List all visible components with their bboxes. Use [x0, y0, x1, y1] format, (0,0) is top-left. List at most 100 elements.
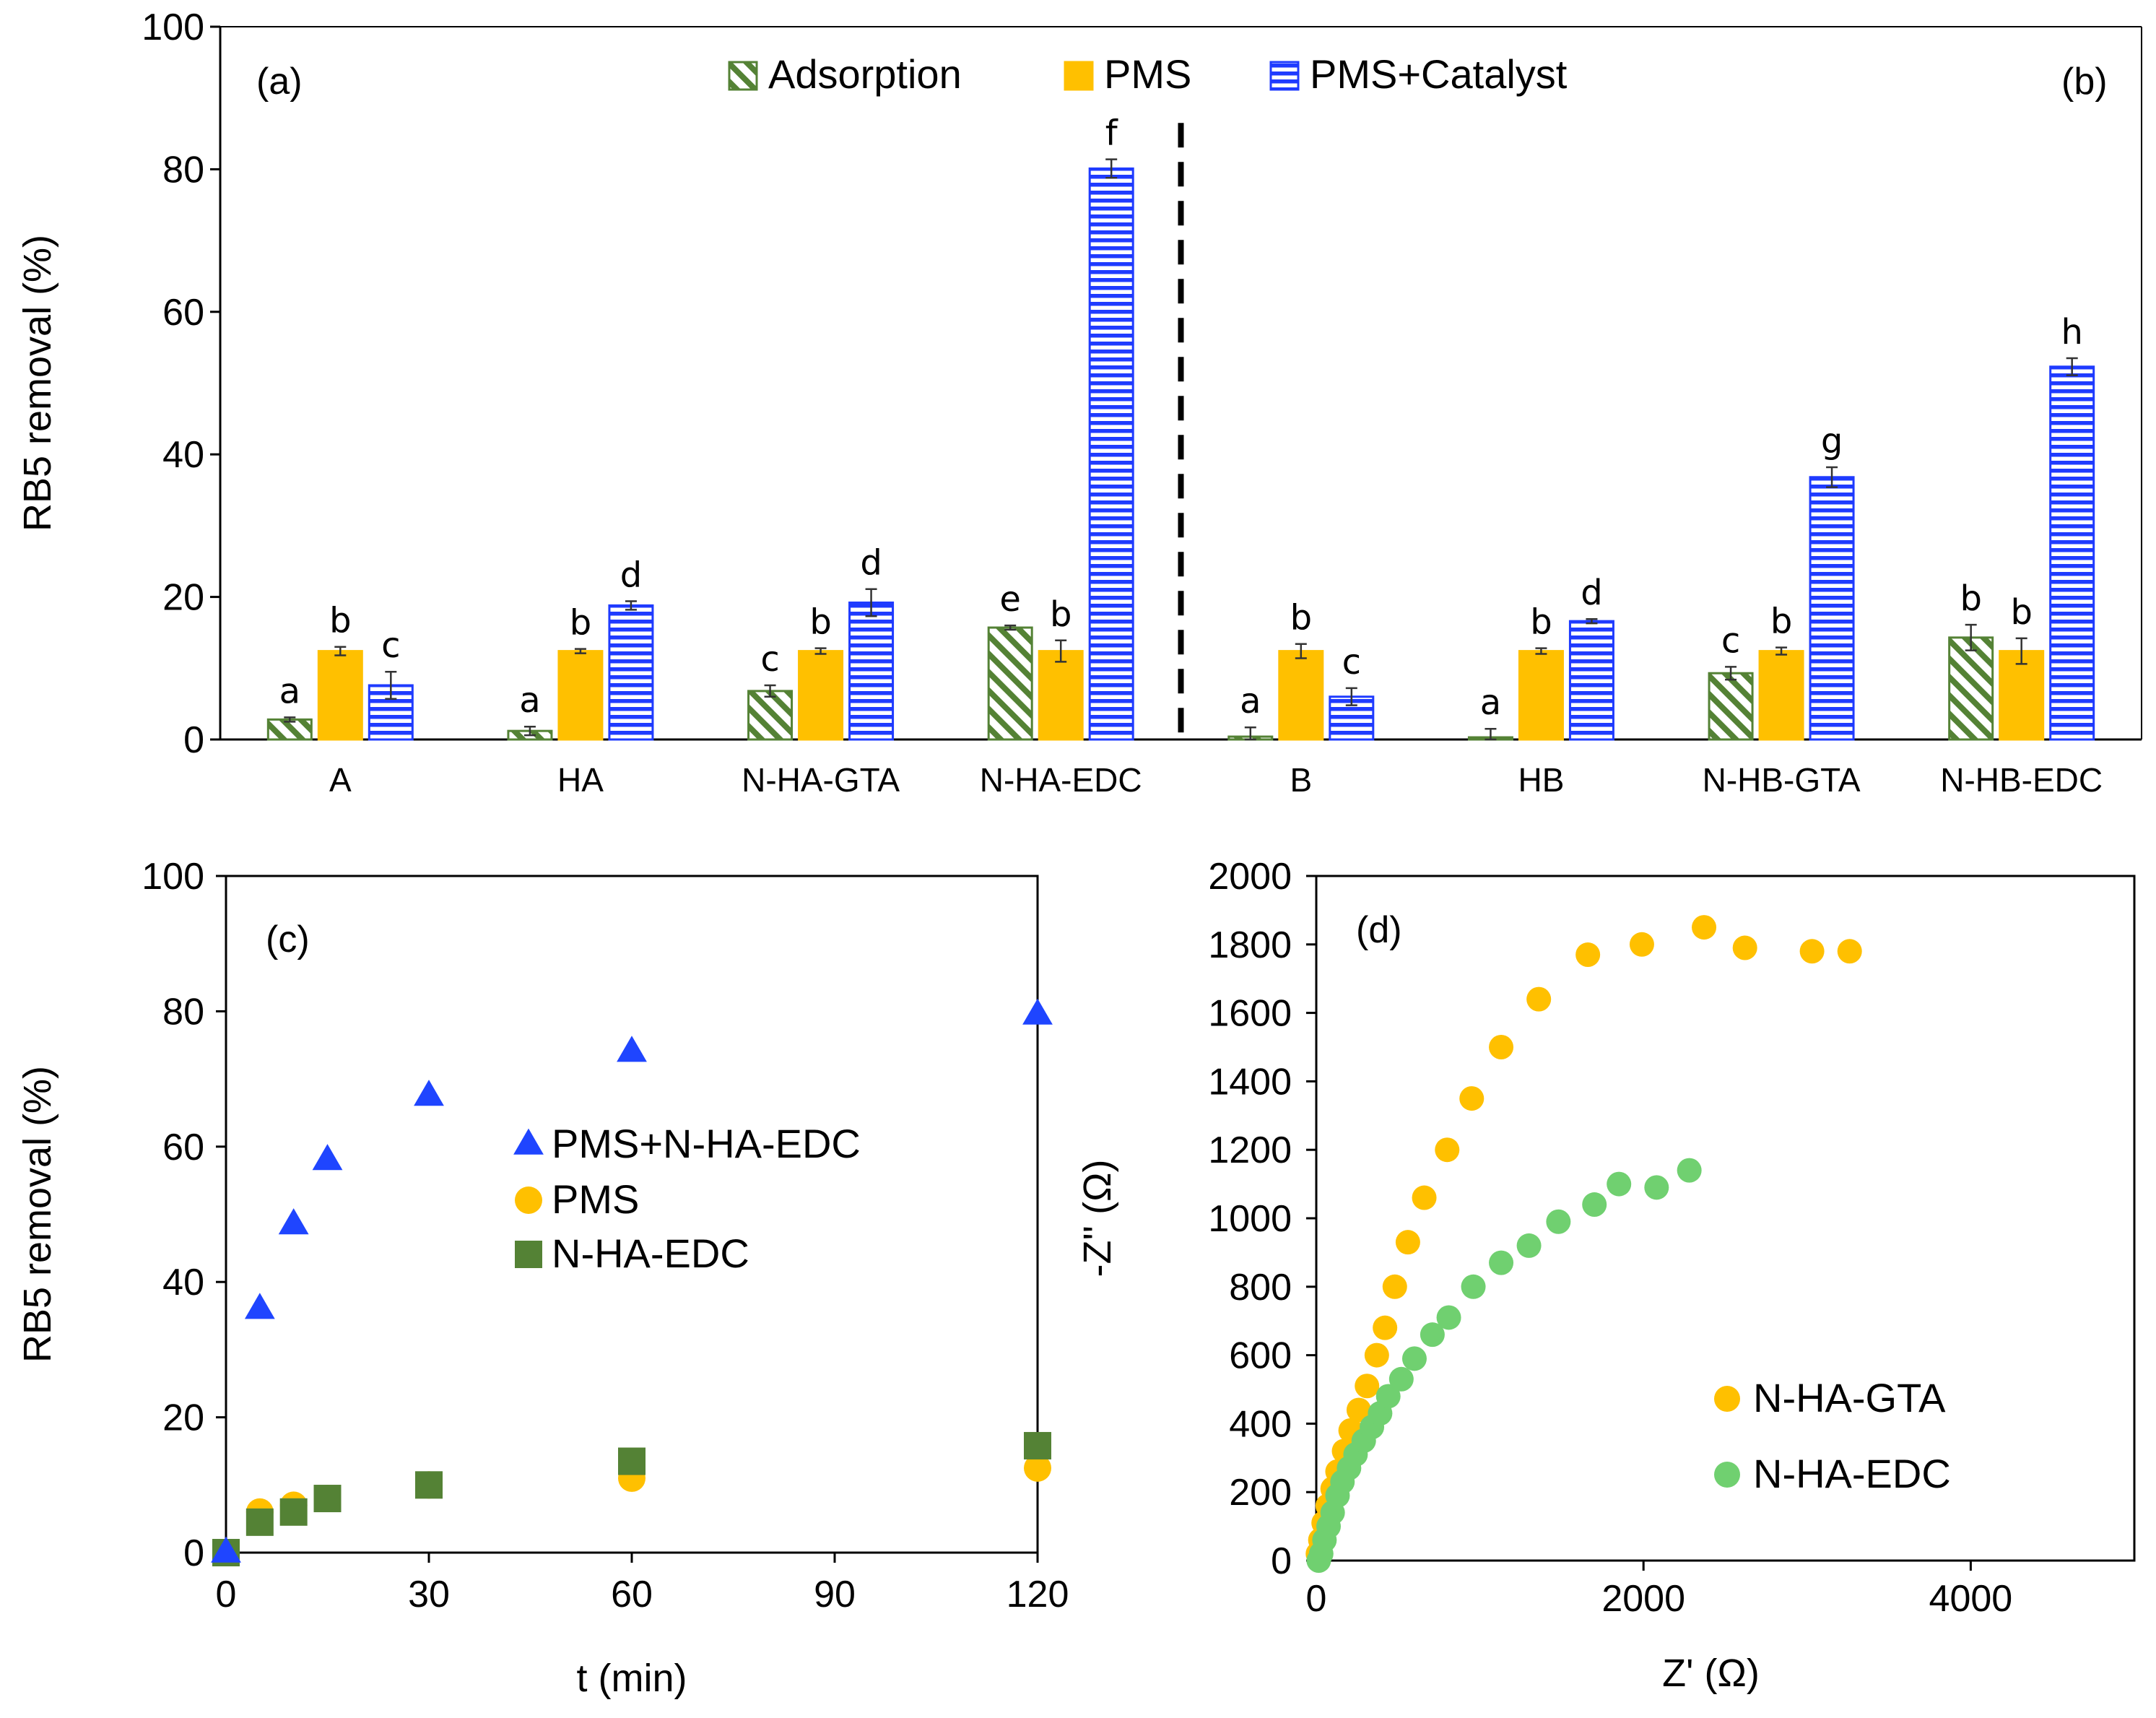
point-triangle	[278, 1208, 309, 1235]
bar-pms	[1518, 650, 1564, 741]
bar-pms	[1758, 650, 1804, 741]
panel-label-c: (c)	[266, 919, 310, 960]
bar-pms	[1038, 650, 1084, 741]
significance-letter: b	[1770, 602, 1792, 642]
ab-y-axis-title: RB5 removal (%)	[16, 235, 59, 532]
significance-letter: b	[329, 601, 351, 641]
bar-catalyst	[1809, 476, 1855, 741]
ab-category-label: N-HB-GTA	[1703, 761, 1861, 799]
legend-swatch-pms	[1064, 61, 1094, 91]
significance-letter: c	[1342, 642, 1361, 682]
legend-label-d-edc: N-HA-EDC	[1753, 1451, 1951, 1496]
point-gta	[1346, 1397, 1371, 1423]
legend-swatch-adsorption	[728, 61, 758, 91]
significance-letter: c	[381, 625, 400, 666]
d-y-tick-label: 1400	[1208, 1061, 1292, 1103]
point-square	[1024, 1431, 1051, 1459]
bar-catalyst	[848, 601, 895, 741]
point-gta	[1459, 1086, 1485, 1111]
point-square	[313, 1485, 342, 1513]
point-edc	[1546, 1209, 1571, 1234]
legend-label-d-gta: N-HA-GTA	[1753, 1375, 1946, 1420]
ab-y-tick-label: 40	[162, 434, 204, 476]
ab-y-tick-label: 20	[162, 577, 204, 619]
panel-label-b: (b)	[2061, 61, 2108, 103]
point-triangle	[1022, 998, 1053, 1025]
point-edc	[1461, 1274, 1486, 1299]
bar-adsorption	[747, 690, 794, 741]
point-gta	[1355, 1374, 1380, 1399]
significance-letter: d	[1581, 573, 1602, 613]
point-gta	[1629, 932, 1654, 957]
ab-category-label: HB	[1518, 761, 1564, 799]
legend-label-c-circle_pms: PMS	[552, 1176, 639, 1222]
significance-letter: a	[279, 671, 300, 711]
d-y-tick-label: 800	[1229, 1267, 1292, 1309]
c-y-axis-title: RB5 removal (%)	[16, 1066, 59, 1363]
bar-pms	[317, 650, 363, 741]
point-gta	[1382, 1274, 1407, 1299]
c-x-tick-label: 60	[611, 1574, 653, 1615]
significance-letter: d	[620, 555, 642, 596]
point-edc	[1489, 1250, 1514, 1275]
significance-letter: a	[1240, 681, 1261, 721]
ab-y-tick-label: 0	[183, 719, 204, 761]
significance-letter: c	[1721, 620, 1740, 661]
point-edc	[1516, 1233, 1542, 1258]
significance-letter: b	[1960, 578, 1981, 619]
point-gta	[1799, 939, 1825, 964]
point-gta	[1489, 1035, 1514, 1059]
point-gta	[1732, 935, 1757, 960]
point-triangle	[211, 1536, 241, 1563]
point-edc	[1388, 1366, 1414, 1392]
point-square	[245, 1508, 274, 1536]
c-x-axis-title: t (min)	[577, 1657, 687, 1700]
significance-letter: b	[1290, 598, 1312, 638]
bar-pms	[798, 650, 844, 741]
c-y-tick-label: 20	[162, 1397, 204, 1439]
c-x-tick-label: 30	[408, 1574, 450, 1615]
legend-label-catalyst: PMS+Catalyst	[1310, 51, 1568, 97]
d-y-tick-label: 400	[1229, 1403, 1292, 1445]
bar-pms	[1999, 650, 2045, 741]
ab-category-label: A	[329, 761, 352, 799]
panel-label-d: (d)	[1356, 909, 1402, 951]
bar-adsorption	[1708, 672, 1754, 741]
d-y-tick-label: 1200	[1208, 1129, 1292, 1171]
d-y-axis-title: -Z'' (Ω)	[1076, 1160, 1119, 1277]
point-triangle	[617, 1036, 647, 1062]
ab-y-tick-label: 80	[162, 149, 204, 191]
significance-letter: g	[1821, 421, 1843, 461]
point-gta	[1526, 986, 1552, 1012]
c-y-tick-label: 80	[162, 991, 204, 1033]
ab-category-label: N-HB-EDC	[1940, 761, 2103, 799]
d-plot-frame	[1315, 875, 2136, 1562]
point-square	[415, 1471, 443, 1499]
significance-letter: b	[2010, 592, 2032, 633]
c-y-tick-label: 40	[162, 1262, 204, 1303]
d-y-tick-label: 2000	[1208, 856, 1292, 898]
d-x-tick-label: 0	[1306, 1578, 1327, 1620]
point-triangle	[414, 1080, 444, 1106]
significance-letter: a	[519, 680, 540, 721]
significance-letter: a	[1480, 682, 1501, 723]
point-gta	[1575, 942, 1601, 968]
legend-label-c-square: N-HA-EDC	[552, 1231, 749, 1276]
bar-pms	[557, 650, 604, 741]
ab-y-tick-label: 100	[142, 6, 204, 48]
legend-label-pms: PMS	[1104, 51, 1191, 97]
significance-letter: h	[2061, 312, 2082, 352]
d-y-tick-label: 200	[1229, 1472, 1292, 1514]
significance-letter: f	[1105, 113, 1118, 154]
point-gta	[1692, 915, 1717, 940]
legend-label-adsorption: Adsorption	[768, 51, 962, 97]
significance-letter: b	[809, 602, 831, 643]
bar-catalyst	[1568, 620, 1614, 741]
ab-category-label: N-HA-EDC	[980, 761, 1142, 799]
c-x-tick-label: 120	[1007, 1574, 1069, 1615]
point-triangle	[244, 1293, 275, 1319]
ab-category-label: HA	[557, 761, 604, 799]
legend-label-c-triangle: PMS+N-HA-EDC	[552, 1121, 861, 1166]
legend-swatch-catalyst	[1269, 61, 1300, 91]
